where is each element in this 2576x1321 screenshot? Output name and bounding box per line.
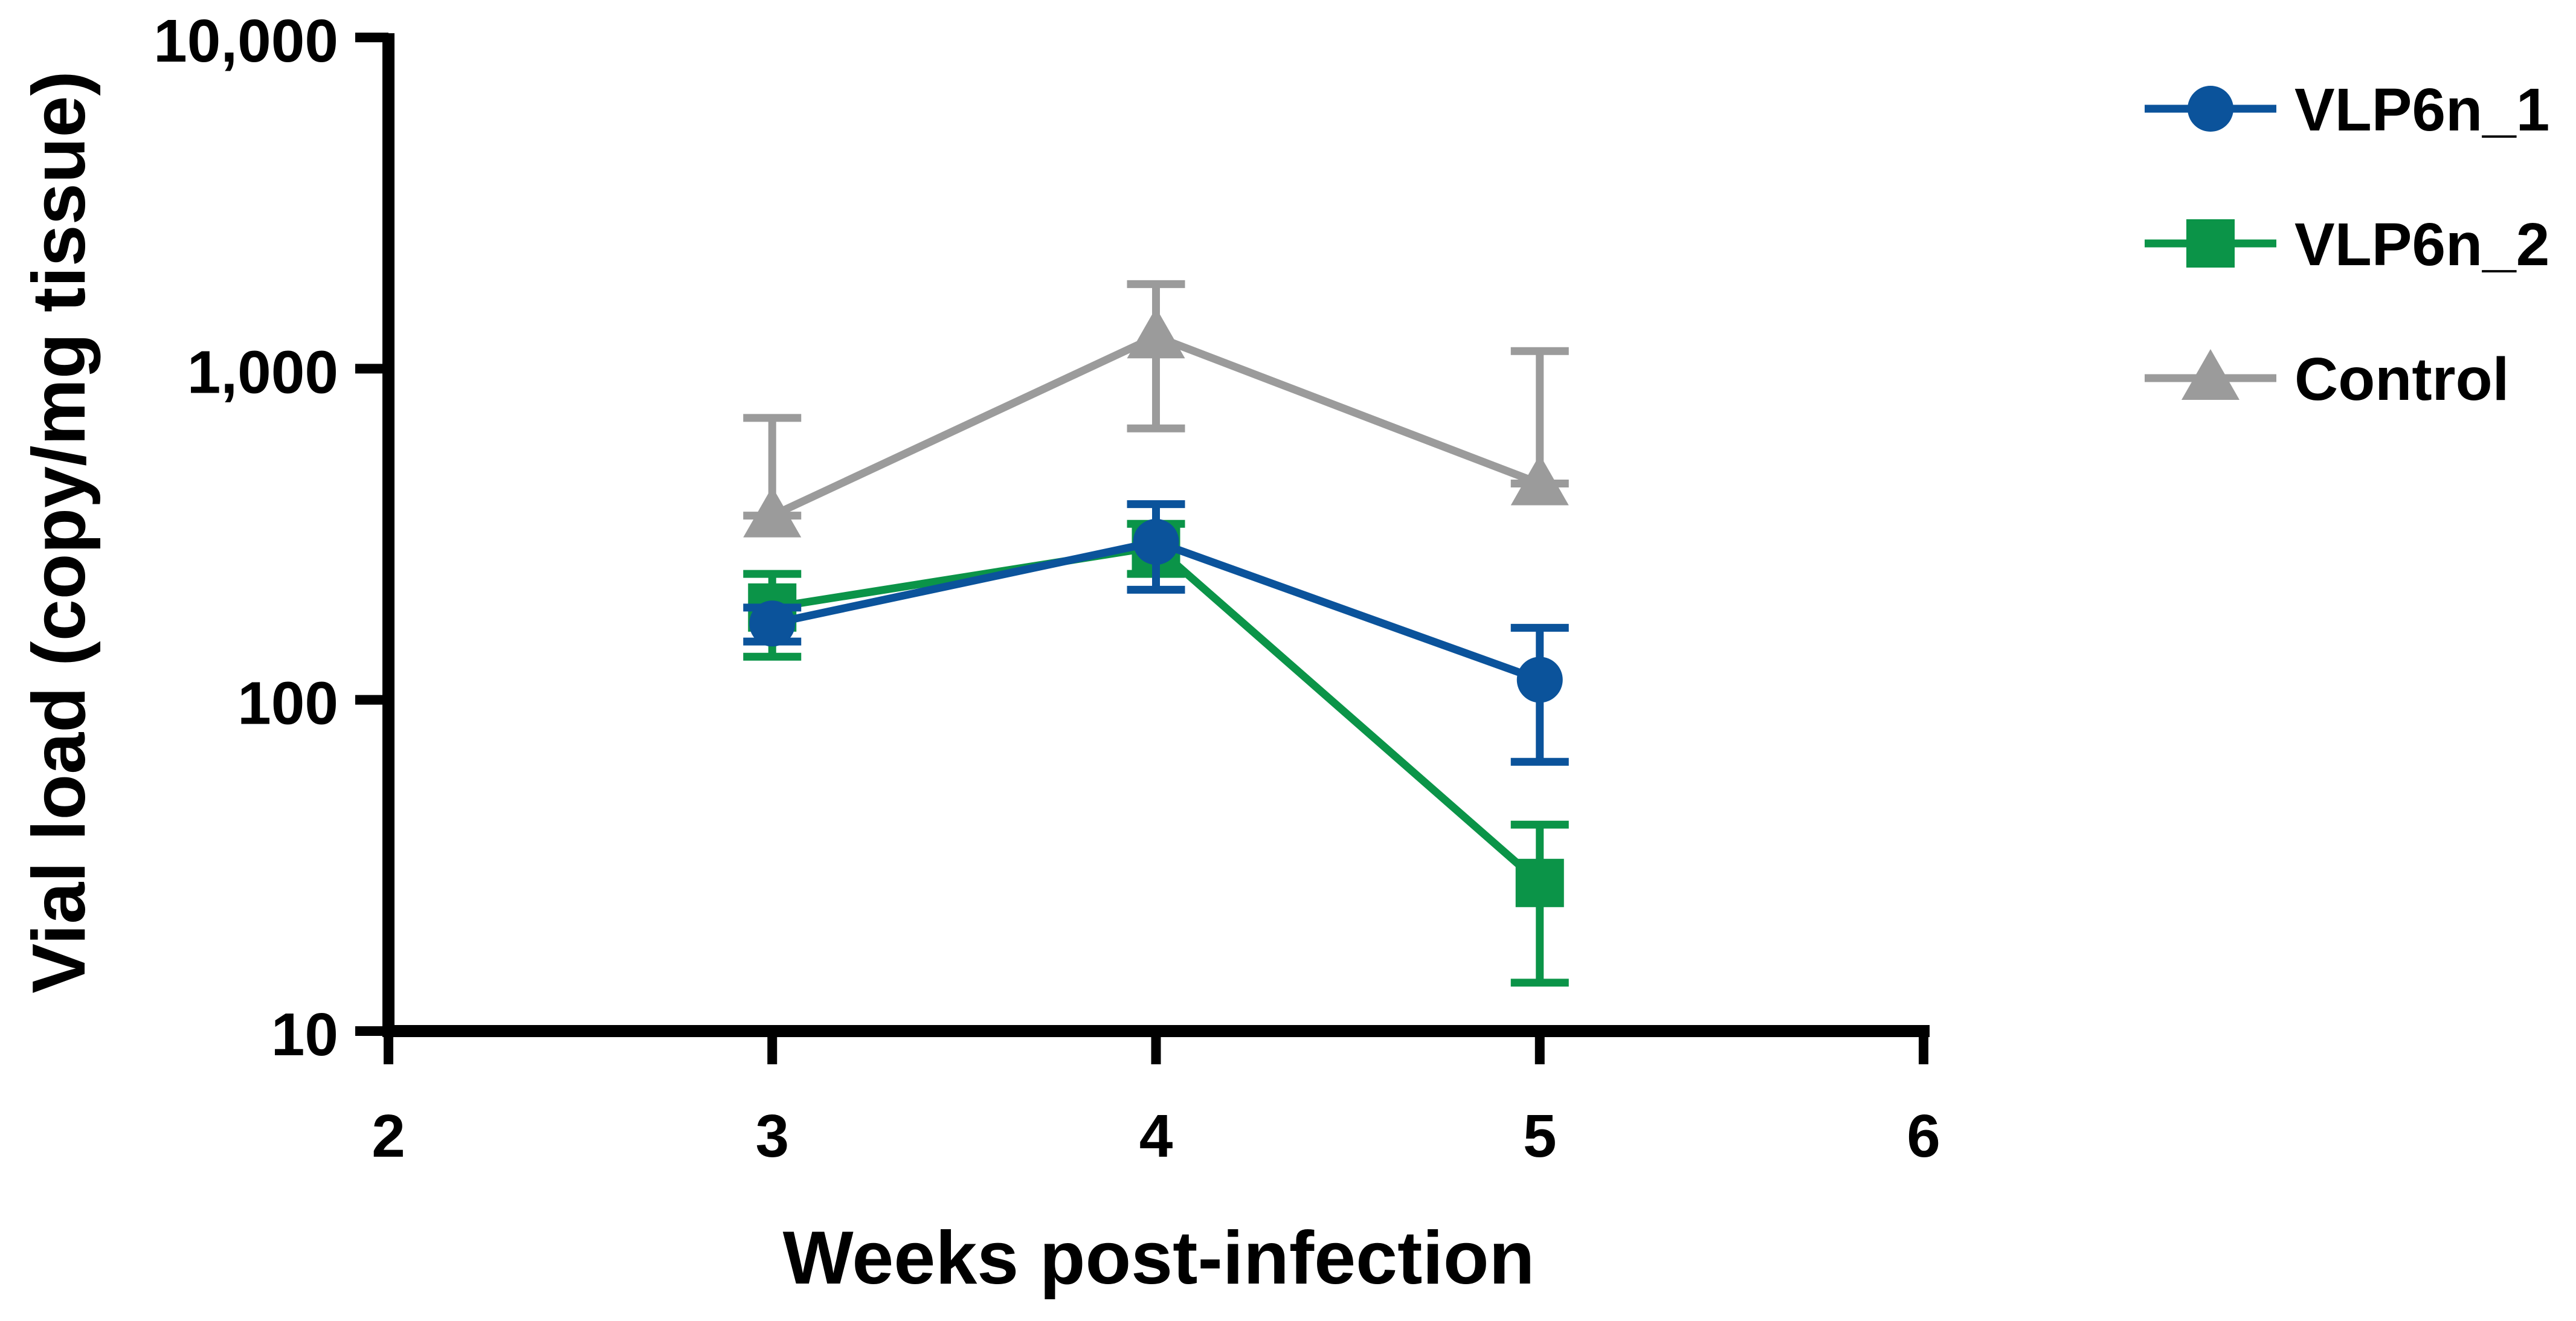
plot-area [743, 280, 1569, 987]
legend-label: VLP6n_1 [2294, 76, 2549, 144]
x-tick-label: 4 [1139, 1102, 1173, 1170]
y-tick-label: 10,000 [153, 7, 338, 75]
data-point [1127, 307, 1185, 359]
y-axis-ticks: 10 100 1,000 10,000 [153, 7, 388, 1069]
x-tick-label: 2 [372, 1102, 405, 1170]
data-point [749, 600, 796, 647]
legend-marker [2186, 219, 2235, 268]
data-point [743, 486, 802, 538]
legend: VLP6n_1 VLP6n_2 Control [2145, 76, 2549, 413]
legend-item: VLP6n_2 [2145, 211, 2549, 278]
data-point [1515, 858, 1564, 907]
legend-label: VLP6n_2 [2294, 211, 2549, 278]
x-tick-label: 5 [1523, 1102, 1557, 1170]
series-Control [743, 280, 1569, 538]
legend-item: Control [2145, 346, 2509, 413]
series-VLP6n_1 [743, 500, 1569, 766]
y-tick-label: 10 [271, 1001, 338, 1069]
legend-item: VLP6n_1 [2145, 76, 2549, 144]
y-tick-label: 1,000 [187, 338, 338, 406]
legend-marker [2182, 349, 2240, 400]
legend-label: Control [2294, 346, 2509, 413]
legend-marker [2188, 86, 2233, 132]
data-point [1510, 454, 1569, 506]
x-axis-title: Weeks post-infection [783, 1217, 1535, 1300]
x-axis-ticks: 2 3 4 5 6 [372, 1031, 1940, 1170]
y-tick-label: 100 [237, 670, 338, 738]
x-tick-label: 3 [755, 1102, 789, 1170]
data-point [1516, 657, 1563, 703]
x-tick-label: 6 [1907, 1102, 1940, 1170]
y-axis-title: Vial load (copy/mg tissue) [18, 71, 101, 993]
data-point [1133, 519, 1179, 565]
